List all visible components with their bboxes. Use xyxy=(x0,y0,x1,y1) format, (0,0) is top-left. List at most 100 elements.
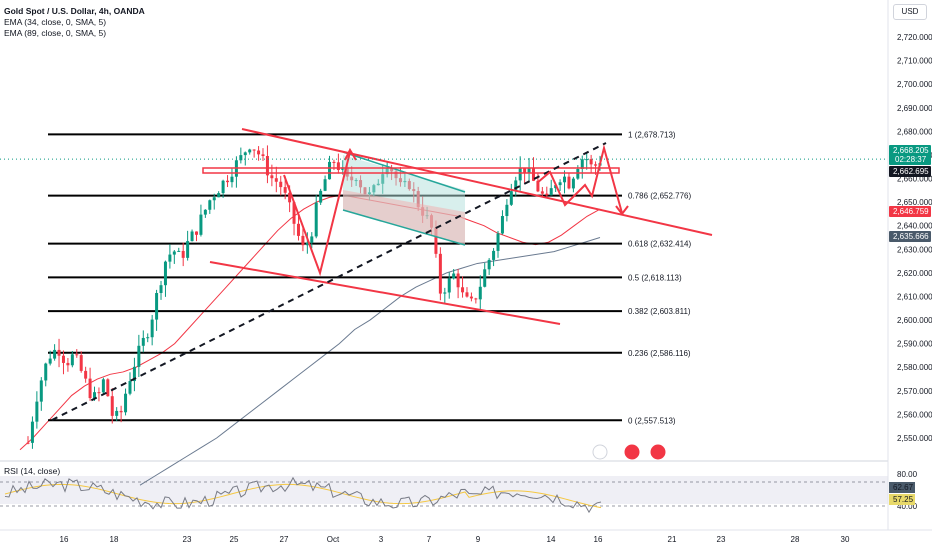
candle-body xyxy=(319,190,323,203)
candle-body xyxy=(301,235,305,246)
candle-body xyxy=(465,292,469,297)
time-tick-label: 7 xyxy=(427,535,432,544)
candle-body xyxy=(261,154,265,156)
time-tick-label: 28 xyxy=(791,535,800,544)
chart-legend: Gold Spot / U.S. Dollar, 4h, OANDA EMA (… xyxy=(4,6,145,39)
flag-upper-line[interactable] xyxy=(342,151,466,193)
candle-body xyxy=(527,167,531,173)
flag-event-icon[interactable] xyxy=(624,444,640,460)
candle-body xyxy=(75,354,79,356)
lightning-event-icon[interactable] xyxy=(592,444,608,460)
time-tick-label: 23 xyxy=(183,535,192,544)
candle-body xyxy=(514,180,518,192)
price-tick-label: 2,680.000 xyxy=(897,127,932,136)
candle-body xyxy=(447,278,451,293)
candle-body xyxy=(328,161,332,180)
rsi-ma-line xyxy=(4,483,602,509)
candle-body xyxy=(540,191,544,194)
candle-body xyxy=(496,233,500,251)
candle-body xyxy=(132,366,136,382)
candle-body xyxy=(181,250,185,258)
rsi-badge-label: 57.25 xyxy=(893,495,914,504)
candle-body xyxy=(283,187,287,193)
candle-body xyxy=(66,362,70,366)
zigzag-projection-right[interactable] xyxy=(536,144,623,214)
candle-body xyxy=(265,155,269,176)
ascending-trend-line[interactable] xyxy=(51,142,607,421)
candle-body xyxy=(558,182,562,186)
price-badge-label: 2,646.759 xyxy=(893,207,929,216)
time-tick-label: 3 xyxy=(379,535,384,544)
candle-body xyxy=(279,181,283,188)
candle-body xyxy=(186,241,190,258)
rsi-tick-label: 80.00 xyxy=(897,470,918,479)
zigzag-projection[interactable] xyxy=(283,151,351,277)
price-tick-label: 2,630.000 xyxy=(897,245,932,254)
candle-body xyxy=(461,287,465,293)
descending-resistance-line[interactable] xyxy=(241,128,713,236)
candle-body xyxy=(39,380,43,402)
candle-body xyxy=(88,378,92,399)
candle-body xyxy=(110,396,114,416)
trend-drawings[interactable] xyxy=(0,128,888,421)
candle-body xyxy=(571,178,575,189)
time-tick-label: 16 xyxy=(60,535,69,544)
fibonacci-retracement[interactable]: 1 (2,678.713) 0.786 (2,652.776) 0.618 (2,6… xyxy=(48,130,691,425)
fib-level-label: 0.786 (2,652.776) xyxy=(628,192,691,201)
ema-89-legend[interactable]: EMA (89, close, 0, SMA, 5) xyxy=(4,28,107,38)
candle-body xyxy=(580,159,584,169)
symbol-title[interactable]: Gold Spot / U.S. Dollar, 4h, OANDA xyxy=(4,6,145,16)
resistance-zone[interactable] xyxy=(202,167,620,174)
candle-body xyxy=(314,202,318,237)
candle-body xyxy=(203,209,207,215)
flag-lower-shade xyxy=(343,190,465,245)
candle-body xyxy=(150,319,154,338)
price-tick-label: 2,590.000 xyxy=(897,340,932,349)
candle-body xyxy=(119,410,123,413)
price-tick-label: 2,720.000 xyxy=(897,33,932,42)
descending-support-line[interactable] xyxy=(209,261,561,325)
candle-body xyxy=(35,401,39,422)
price-badge xyxy=(889,206,931,217)
time-axis[interactable]: 16 18 23 25 27 Oct 3 7 9 14 16 21 23 28 30 xyxy=(60,535,850,544)
candle-body xyxy=(305,242,309,246)
candle-body xyxy=(523,167,527,173)
candle-body xyxy=(549,188,553,196)
event-icons[interactable] xyxy=(592,444,666,460)
price-tick-label: 2,570.000 xyxy=(897,387,932,396)
candle-body xyxy=(168,254,172,262)
rsi-legend[interactable]: RSI (14, close) xyxy=(4,466,61,476)
arrow-down-icon xyxy=(615,205,629,216)
flag-lower-line[interactable] xyxy=(342,209,466,246)
candle-body xyxy=(172,251,176,255)
candle-body xyxy=(270,175,274,179)
candle-body xyxy=(115,410,119,416)
candle-body xyxy=(443,292,447,294)
candle-body xyxy=(505,204,509,217)
candle-body xyxy=(243,152,247,156)
candle-body xyxy=(30,421,34,443)
candle-body xyxy=(208,200,212,210)
ema-34-path xyxy=(19,194,601,451)
candle-body xyxy=(274,178,278,182)
rsi-pane[interactable]: 80.00 40.00 62.67 57.25 xyxy=(0,470,918,514)
price-tick-label: 2,710.000 xyxy=(897,57,932,66)
rsi-badge-label: 62.67 xyxy=(893,483,914,492)
rsi-line xyxy=(4,476,602,514)
currency-button[interactable]: USD xyxy=(893,4,927,20)
candle-body xyxy=(500,216,504,234)
candle-body xyxy=(84,370,88,379)
candle-body xyxy=(545,193,549,196)
candle-body xyxy=(239,155,243,161)
ema-34-legend[interactable]: EMA (34, close, 0, SMA, 5) xyxy=(4,17,107,27)
candle-body xyxy=(563,176,567,183)
rsi-badge xyxy=(889,494,915,505)
candle-body xyxy=(576,168,580,179)
candle-body xyxy=(492,250,496,260)
candle-body xyxy=(483,269,487,287)
flag-event-icon[interactable] xyxy=(650,444,666,460)
candle-body xyxy=(585,159,589,161)
candle-body xyxy=(221,180,225,194)
candle-body xyxy=(70,354,74,366)
